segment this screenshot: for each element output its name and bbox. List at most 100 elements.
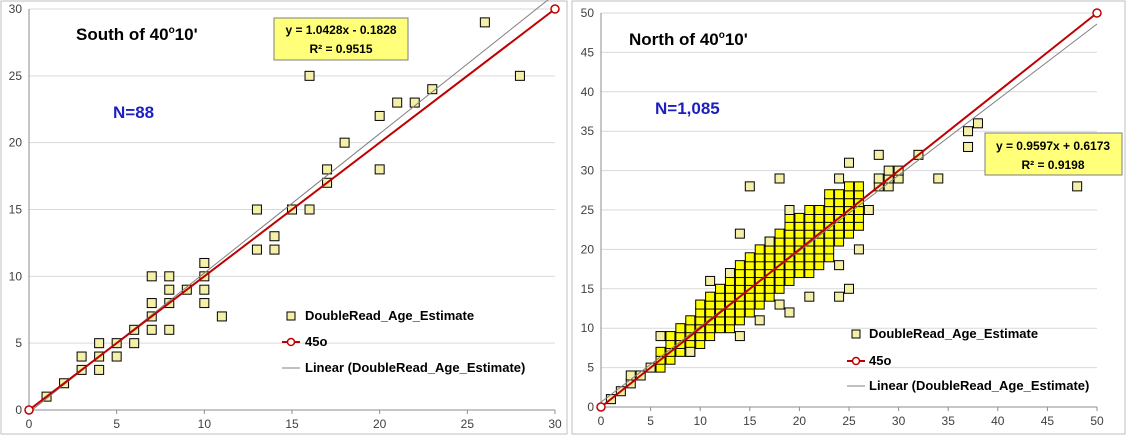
legend-north-square-swatch — [851, 329, 861, 339]
data-point — [824, 189, 835, 200]
data-point — [715, 283, 726, 294]
chart-north-y-tick-label: 0 — [587, 400, 594, 414]
data-point — [794, 212, 805, 223]
data-point — [734, 260, 745, 271]
chart-south-equation-bg — [273, 17, 409, 61]
diagonal-45-marker — [24, 405, 34, 415]
chart-south-x-tick-label: 10 — [198, 417, 212, 431]
data-point — [164, 324, 175, 335]
chart-north-title: North of 40o10' — [629, 30, 748, 49]
chart-south-y-tick-label: 15 — [9, 203, 23, 217]
legend-south-entry-1: DoubleRead_Age_Estimate — [305, 308, 474, 323]
data-point — [695, 299, 706, 310]
data-point — [479, 17, 490, 28]
data-point — [146, 324, 157, 335]
data-point — [764, 236, 775, 247]
data-point — [427, 84, 438, 95]
chart-north: 0 5 10 15 20 25 30 35 40 45 50 0 5 10 15 20 25 30 35 40 45 50… — [571, 0, 1126, 435]
data-point — [1072, 181, 1083, 192]
data-point — [744, 181, 755, 192]
data-point — [339, 137, 350, 148]
data-point — [734, 331, 745, 342]
data-point — [754, 315, 765, 326]
data-point — [844, 181, 854, 192]
data-point — [705, 291, 716, 302]
data-point — [304, 204, 315, 215]
data-point — [199, 284, 210, 295]
data-point — [655, 346, 666, 357]
data-point — [111, 351, 122, 362]
data-point — [251, 244, 262, 255]
chart-south-y-tick-label: 0 — [15, 403, 22, 417]
chart-south-equation-line1: y = 1.0428x - 0.1828 — [285, 23, 396, 37]
legend-north-entry-3: Linear (DoubleRead_Age_Estimate) — [869, 378, 1089, 393]
data-point — [129, 338, 140, 349]
chart-south-legend: DoubleRead_Age_Estimate 45o Linear (Doub… — [282, 308, 525, 375]
data-point — [834, 189, 845, 200]
chart-south-y-tick-label: 25 — [9, 69, 23, 83]
diagonal-45-marker — [550, 4, 560, 14]
data-point — [269, 244, 280, 255]
data-point — [322, 164, 333, 175]
data-point — [972, 118, 983, 129]
chart-south-frame — [0, 0, 568, 435]
data-point — [269, 231, 280, 242]
data-point — [804, 205, 815, 215]
data-point — [863, 205, 874, 215]
chart-north-x-tick-label: 40 — [991, 414, 1005, 428]
data-point — [705, 275, 716, 286]
data-point — [146, 298, 157, 309]
chart-north-y-tick-label: 35 — [581, 124, 595, 138]
data-point — [625, 370, 636, 381]
data-point — [784, 307, 795, 318]
data-point — [251, 204, 262, 215]
chart-south-y-tick-label: 20 — [9, 136, 23, 150]
data-point — [834, 291, 845, 302]
data-point — [199, 257, 210, 268]
data-point — [883, 165, 894, 176]
chart-south-x-tick-label: 15 — [285, 417, 299, 431]
data-point — [164, 271, 175, 282]
chart-south-equation-line2: R² = 0.9515 — [309, 42, 372, 56]
data-point — [853, 181, 864, 192]
chart-south-equation-box: y = 1.0428x - 0.1828 R² = 0.9515 — [273, 17, 409, 61]
data-point — [744, 252, 755, 263]
legend-north-entry-1: DoubleRead_Age_Estimate — [869, 326, 1038, 341]
chart-south-x-tick-label: 0 — [26, 417, 33, 431]
data-point — [873, 149, 884, 160]
legend-south-red-circle-swatch — [286, 337, 296, 347]
chart-north-equation-box: y = 0.9597x + 0.6173 R² = 0.9198 — [984, 132, 1123, 176]
chart-north-equation-line2: R² = 0.9198 — [1021, 158, 1084, 172]
chart-north-plot-layer: 0 5 10 15 20 25 30 35 40 45 50 0 5 10 15 20 25 30 35 40 45 50 — [581, 6, 1104, 428]
chart-north-y-tick-label: 15 — [581, 282, 595, 296]
diagonal-45-line — [600, 12, 1098, 408]
data-point — [304, 70, 315, 81]
chart-north-equation-line1: y = 0.9597x + 0.6173 — [996, 139, 1110, 153]
chart-north-y-tick-label: 30 — [581, 164, 595, 178]
legend-south-square-swatch — [286, 311, 296, 321]
chart-north-x-tick-label: 15 — [743, 414, 757, 428]
data-point — [685, 315, 696, 326]
data-point — [963, 141, 974, 152]
data-point — [164, 284, 175, 295]
chart-north-x-tick-label: 30 — [892, 414, 906, 428]
diagonal-45-marker — [1092, 8, 1102, 18]
chart-north-y-tick-label: 10 — [581, 321, 595, 335]
chart-north-legend: DoubleRead_Age_Estimate 45o Linear (Doub… — [847, 326, 1089, 393]
data-point — [655, 331, 666, 342]
data-point — [216, 311, 227, 322]
chart-south-x-tick-label: 20 — [373, 417, 387, 431]
data-point — [146, 271, 157, 282]
data-point — [774, 228, 785, 239]
data-point — [665, 331, 676, 342]
data-point — [374, 164, 385, 175]
chart-south-x-tick-label: 25 — [461, 417, 475, 431]
chart-north-y-tick-label: 5 — [587, 361, 594, 375]
data-point — [873, 173, 884, 184]
data-point — [853, 244, 864, 255]
data-point — [76, 351, 87, 362]
diagonal-45-line — [28, 8, 556, 411]
